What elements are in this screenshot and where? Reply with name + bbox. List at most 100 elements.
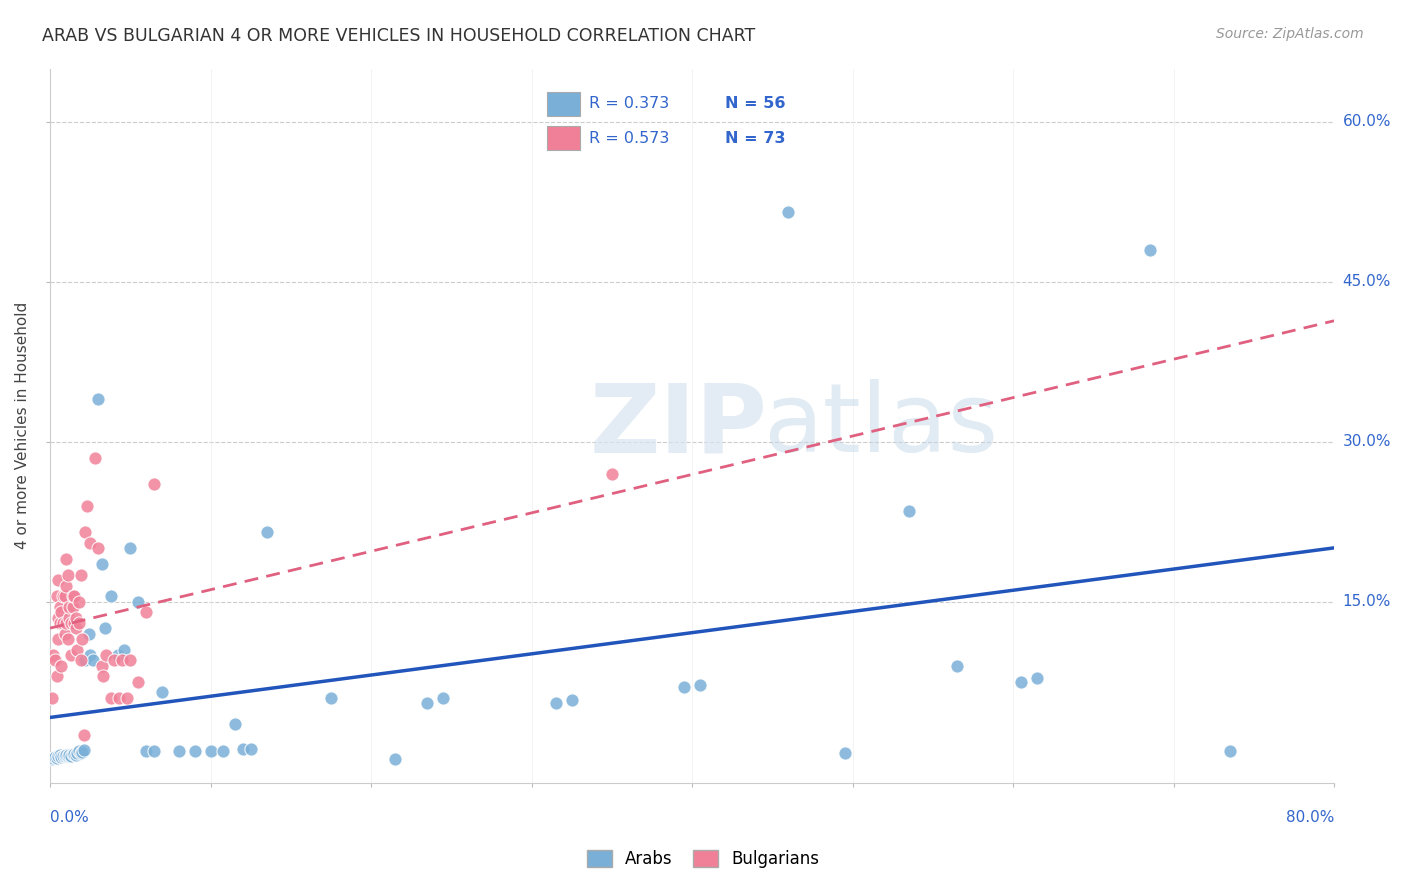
Point bbox=[55, 748, 77, 763]
Point bbox=[60, 615, 83, 630]
Point bbox=[60, 749, 83, 764]
Point bbox=[834, 746, 856, 760]
Point bbox=[62, 599, 84, 614]
Point bbox=[52, 749, 75, 764]
Point bbox=[384, 752, 406, 766]
Point bbox=[112, 642, 135, 657]
Point bbox=[224, 717, 246, 731]
Point bbox=[56, 749, 79, 764]
Point bbox=[1026, 672, 1049, 686]
Point bbox=[55, 615, 77, 630]
Point bbox=[67, 615, 90, 630]
Point bbox=[152, 685, 174, 699]
Point bbox=[561, 692, 583, 706]
Point bbox=[45, 589, 67, 603]
Point bbox=[73, 743, 96, 757]
Point bbox=[58, 610, 80, 624]
Point bbox=[143, 477, 166, 491]
Point bbox=[49, 599, 72, 614]
Point bbox=[41, 690, 63, 705]
Point bbox=[689, 678, 711, 692]
Text: ZIP: ZIP bbox=[589, 379, 768, 472]
Point bbox=[87, 541, 110, 556]
Point bbox=[69, 746, 91, 760]
Point bbox=[52, 589, 75, 603]
Point bbox=[56, 632, 79, 646]
Point bbox=[44, 653, 66, 667]
Point bbox=[63, 747, 86, 761]
Point bbox=[45, 669, 67, 683]
Text: 80.0%: 80.0% bbox=[1286, 810, 1334, 824]
Point bbox=[79, 648, 101, 662]
Point bbox=[52, 615, 75, 630]
Point bbox=[46, 632, 69, 646]
Point bbox=[600, 467, 623, 481]
Point bbox=[107, 648, 129, 662]
Point bbox=[1139, 243, 1161, 257]
Point bbox=[76, 499, 98, 513]
Point bbox=[41, 752, 63, 766]
Text: 0.0%: 0.0% bbox=[51, 810, 89, 824]
Text: 30.0%: 30.0% bbox=[1343, 434, 1391, 450]
Point bbox=[115, 690, 138, 705]
Point bbox=[51, 658, 73, 673]
Point bbox=[65, 610, 87, 624]
Point bbox=[55, 552, 77, 566]
Point bbox=[319, 690, 342, 705]
Point bbox=[96, 648, 118, 662]
Point bbox=[42, 751, 65, 765]
Point bbox=[53, 626, 76, 640]
Point bbox=[93, 621, 115, 635]
Point bbox=[432, 690, 454, 705]
Point bbox=[66, 746, 89, 760]
Point bbox=[63, 615, 86, 630]
Point bbox=[212, 744, 235, 758]
Point bbox=[183, 744, 205, 758]
Point bbox=[239, 741, 262, 756]
Point bbox=[416, 696, 439, 710]
Point bbox=[108, 690, 131, 705]
Point bbox=[46, 610, 69, 624]
Point bbox=[135, 744, 157, 758]
Point bbox=[70, 632, 93, 646]
Point bbox=[63, 589, 86, 603]
Text: 60.0%: 60.0% bbox=[1343, 114, 1391, 129]
Point bbox=[69, 568, 91, 582]
Text: 45.0%: 45.0% bbox=[1343, 274, 1391, 289]
Point bbox=[90, 658, 112, 673]
Point bbox=[49, 748, 72, 763]
Point bbox=[143, 744, 166, 758]
Y-axis label: 4 or more Vehicles in Household: 4 or more Vehicles in Household bbox=[15, 302, 30, 549]
Point bbox=[79, 536, 101, 550]
Point bbox=[100, 690, 122, 705]
Point bbox=[46, 574, 69, 588]
Point bbox=[66, 642, 89, 657]
Point bbox=[90, 558, 112, 572]
Point bbox=[232, 741, 254, 756]
Point bbox=[544, 696, 567, 710]
Point bbox=[91, 669, 114, 683]
Point bbox=[75, 653, 97, 667]
Point bbox=[51, 605, 73, 619]
Point bbox=[44, 750, 66, 764]
Point bbox=[84, 450, 107, 465]
Text: ARAB VS BULGARIAN 4 OR MORE VEHICLES IN HOUSEHOLD CORRELATION CHART: ARAB VS BULGARIAN 4 OR MORE VEHICLES IN … bbox=[42, 27, 755, 45]
Point bbox=[103, 653, 125, 667]
Point bbox=[49, 615, 72, 630]
Point bbox=[77, 626, 100, 640]
Point bbox=[42, 648, 65, 662]
Text: 15.0%: 15.0% bbox=[1343, 594, 1391, 609]
Point bbox=[167, 744, 190, 758]
Point bbox=[67, 744, 90, 758]
Text: Source: ZipAtlas.com: Source: ZipAtlas.com bbox=[1216, 27, 1364, 41]
Point bbox=[65, 621, 87, 635]
Point bbox=[120, 541, 142, 556]
Point bbox=[46, 749, 69, 764]
Point bbox=[65, 748, 87, 763]
Point bbox=[120, 653, 142, 667]
Point bbox=[946, 658, 969, 673]
Point bbox=[73, 728, 96, 742]
Point bbox=[58, 599, 80, 614]
Point bbox=[53, 749, 76, 764]
Point bbox=[70, 745, 93, 759]
